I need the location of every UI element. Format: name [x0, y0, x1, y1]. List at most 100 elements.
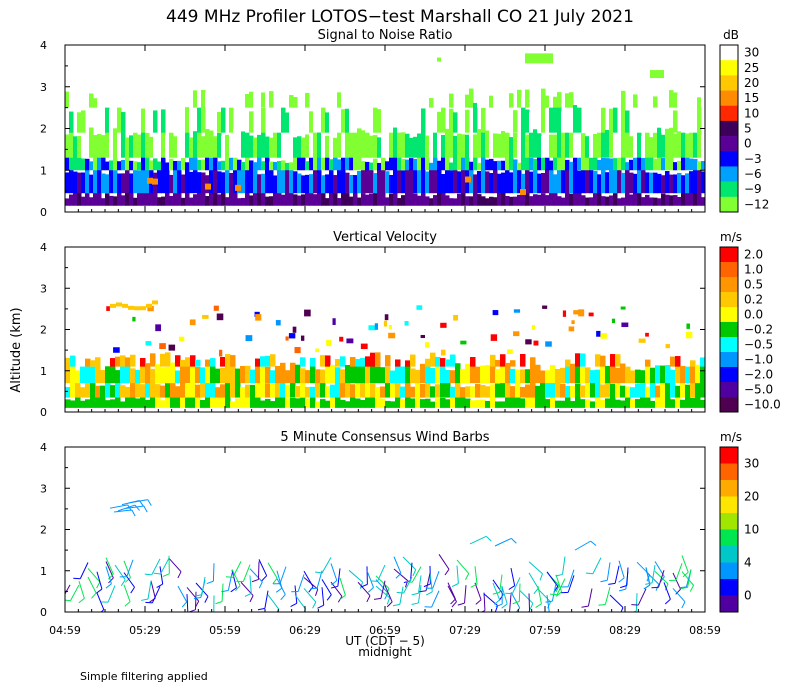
snr-cell: [409, 188, 414, 206]
snr-cell: [97, 88, 102, 108]
snr-cell: [581, 133, 586, 158]
snr-cell: [301, 156, 306, 171]
snr-cell: [225, 156, 230, 171]
wind-barb: [384, 592, 389, 600]
velocity-cell: [535, 364, 541, 384]
wind-barb: [545, 600, 553, 603]
snr-cell: [549, 93, 554, 108]
snr-cell: [65, 134, 70, 158]
velocity-cell: [588, 312, 594, 317]
snr-cell: [629, 194, 634, 206]
snr-cell: [589, 96, 594, 108]
snr-cell: [701, 197, 705, 206]
velocity-cell: [470, 357, 476, 367]
velocity-cell: [565, 396, 571, 408]
snr-cell: [601, 196, 606, 206]
velocity-cell: [290, 380, 296, 398]
colorbar-swatch: [720, 181, 738, 198]
colorbar-swatch: [720, 595, 738, 613]
velocity-cell: [610, 394, 616, 408]
velocity-cell: [555, 369, 561, 384]
wind-barb: [600, 579, 608, 583]
snr-cell: [357, 197, 362, 206]
velocity-cell: [562, 310, 567, 317]
velocity-cell: [495, 359, 501, 367]
wind-barb: [546, 594, 550, 612]
snr-cell: [669, 195, 674, 206]
y-tick-label: 2: [40, 123, 47, 136]
snr-cell: [589, 131, 594, 158]
snr-cell: [441, 104, 446, 133]
snr-cell: [89, 161, 94, 171]
velocity-cell: [330, 364, 336, 384]
velocity-cell: [453, 314, 459, 321]
snr-cell: [689, 171, 694, 194]
snr-cell: [169, 158, 174, 171]
colorbar-swatch: [720, 562, 738, 580]
velocity-cell: [205, 394, 211, 408]
wind-barb: [207, 613, 214, 615]
snr-cell: [409, 169, 414, 194]
snr-cell: [97, 133, 102, 158]
snr-cell: [197, 159, 202, 171]
velocity-cell: [260, 366, 266, 384]
snr-cell: [157, 197, 162, 206]
wind-barb: [386, 597, 391, 605]
velocity-cell: [275, 320, 281, 326]
velocity-cell: [280, 394, 286, 408]
snr-cell: [269, 137, 274, 158]
wind-barb: [411, 566, 422, 583]
snr-cell: [185, 191, 190, 206]
snr-cell: [453, 135, 458, 158]
snr-cell: [77, 135, 82, 158]
velocity-cell: [335, 367, 341, 384]
wind-barb: [663, 582, 671, 600]
snr-cell: [341, 88, 346, 108]
wind-barb: [123, 584, 131, 602]
snr-cell: [277, 161, 282, 171]
velocity-cell: [180, 363, 186, 384]
wind-barb: [410, 562, 413, 581]
snr-cell: [309, 155, 314, 171]
snr-cell: [329, 190, 334, 206]
velocity-cell: [120, 385, 126, 398]
velocity-cell: [265, 366, 271, 384]
snr-cell: [141, 166, 146, 194]
snr-cell: [309, 128, 314, 158]
snr-cell: [209, 91, 214, 108]
snr-cell: [541, 102, 546, 133]
snr-cell: [357, 156, 362, 171]
snr-cell: [653, 172, 658, 194]
colorbar-swatch: [720, 196, 738, 213]
wind-barb: [96, 588, 103, 594]
velocity-cell: [225, 379, 231, 398]
velocity-cell: [645, 363, 651, 384]
velocity-cell: [65, 387, 71, 398]
velocity-cell: [165, 352, 171, 367]
velocity-cell: [120, 401, 126, 408]
snr-cell: [341, 109, 346, 133]
snr-cell: [429, 111, 434, 133]
snr-cell: [545, 109, 550, 133]
snr-cell: [301, 194, 306, 206]
snr-cell: [425, 196, 430, 206]
snr-cell: [81, 89, 86, 108]
wind-barb: [297, 574, 305, 592]
wind-barb: [215, 601, 223, 605]
wind-barb: [314, 589, 319, 596]
velocity-cell: [160, 353, 166, 367]
velocity-cell: [95, 357, 101, 367]
wind-barb: [512, 600, 520, 605]
snr-cell: [73, 136, 78, 158]
velocity-cell: [165, 366, 171, 384]
velocity-cell: [390, 370, 396, 384]
snr-cell: [689, 191, 694, 206]
snr-cell: [177, 165, 182, 194]
snr-cell: [313, 132, 318, 158]
snr-cell: [117, 173, 122, 194]
snr-cell: [577, 97, 582, 108]
wind-barb: [275, 587, 283, 593]
colorbar-frame: [719, 44, 739, 213]
snr-cell: [661, 193, 666, 206]
